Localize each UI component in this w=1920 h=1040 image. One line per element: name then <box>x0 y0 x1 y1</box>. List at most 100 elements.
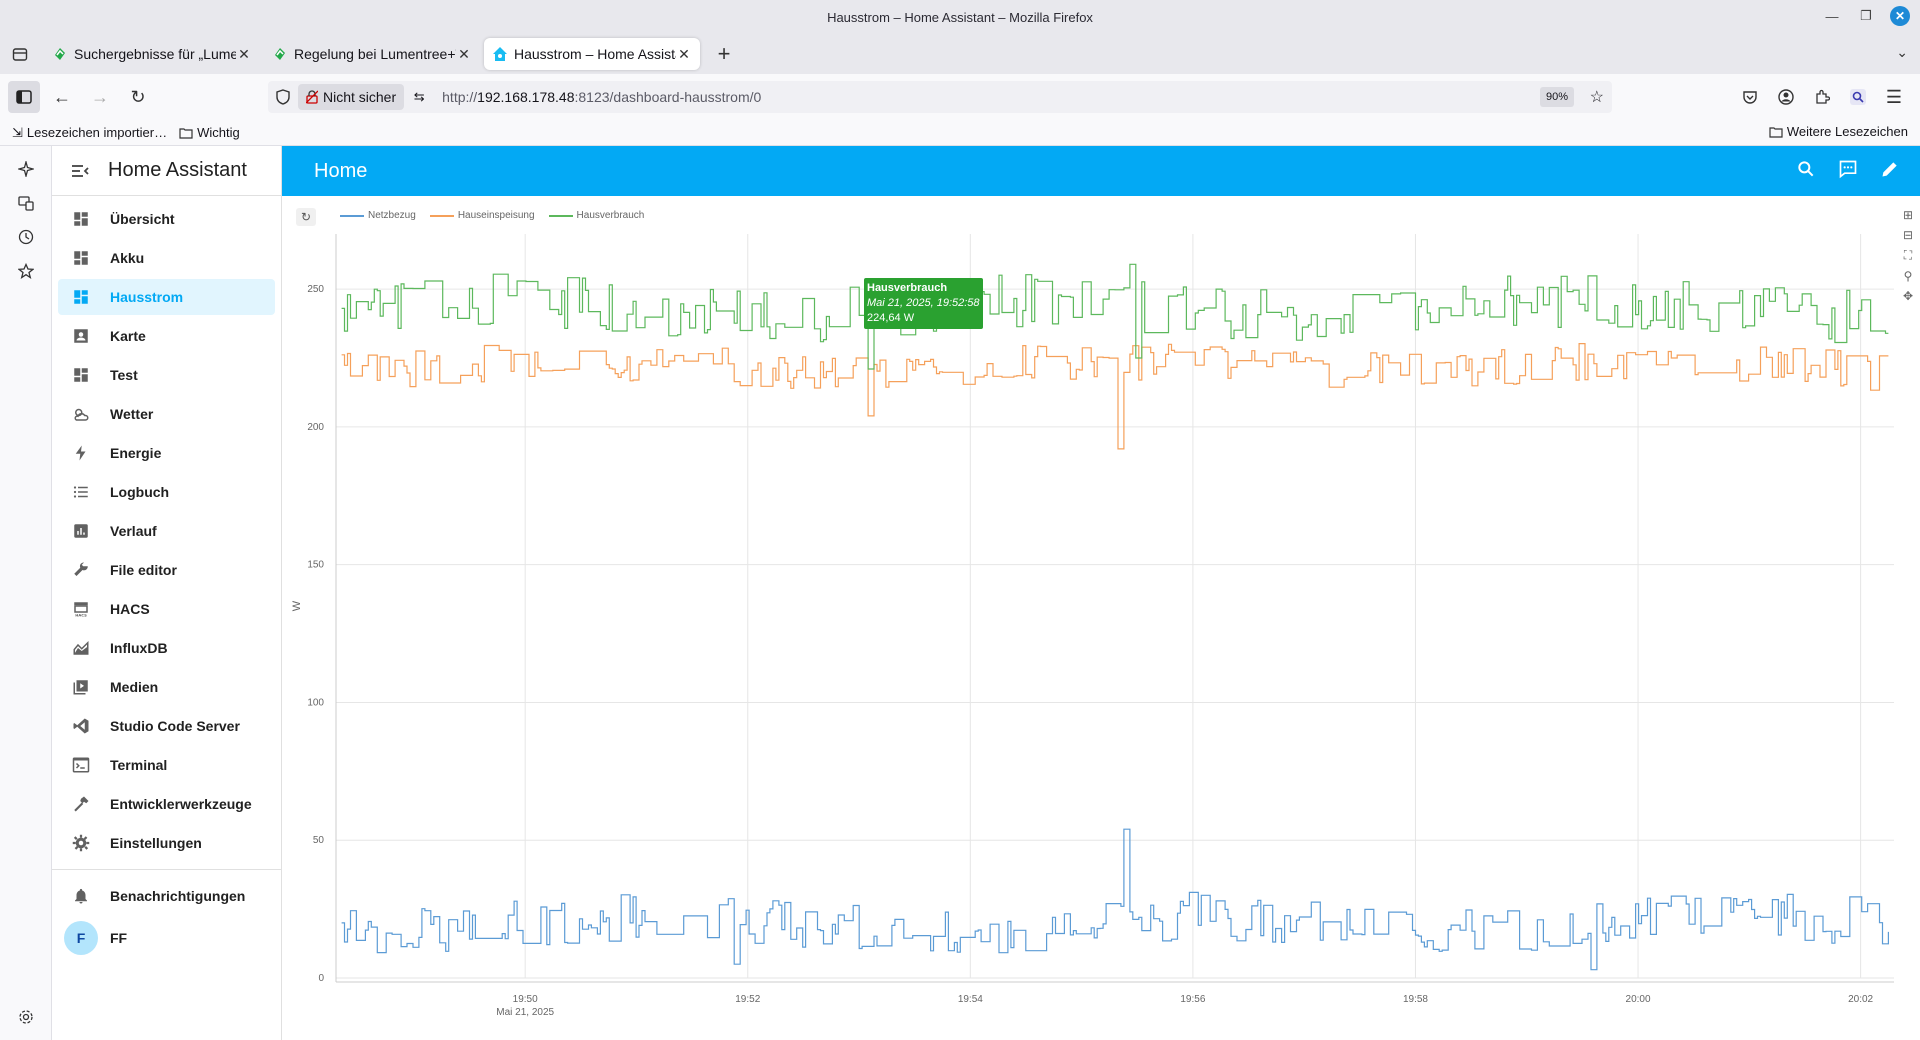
extensions-icon[interactable] <box>1806 81 1838 113</box>
history-icon[interactable] <box>0 220 52 254</box>
notifications-button[interactable]: Benachrichtigungen <box>58 878 275 914</box>
tab-close-icon[interactable]: ✕ <box>238 45 250 62</box>
x-tick-sublabel: Mai 21, 2025 <box>496 1007 554 1018</box>
hamburger-menu-icon[interactable]: ☰ <box>1885 86 1903 107</box>
zoom-in-box-icon[interactable]: ⊞ <box>1902 208 1914 222</box>
sidebar-item-file-editor[interactable]: File editor <box>58 552 275 588</box>
sidebar-item-label: File editor <box>110 562 177 578</box>
ha-sidebar-header: Home Assistant <box>52 146 281 196</box>
search-extension-icon[interactable] <box>1842 81 1874 113</box>
menu-collapse-icon[interactable] <box>52 164 108 178</box>
legend-item-hauseinspeisung[interactable]: Hauseinspeisung <box>429 210 535 221</box>
customize-sidebar-gear-icon[interactable] <box>0 1000 52 1034</box>
url-prefix: http:// <box>442 89 478 105</box>
sidebar-item-studio-code-server[interactable]: Studio Code Server <box>58 708 275 744</box>
edit-pencil-icon[interactable] <box>1880 159 1900 184</box>
y-tick-label: 200 <box>307 422 324 433</box>
legend-item-netzbezug[interactable]: Netzbezug <box>340 210 416 221</box>
chart-tooltip: Hausverbrauch Mai 21, 2025, 19:52:58 224… <box>864 278 983 329</box>
more-bookmarks[interactable]: Weitere Lesezeichen <box>1769 124 1908 139</box>
assist-chat-icon[interactable] <box>1838 159 1858 184</box>
search-icon[interactable] <box>1796 159 1816 184</box>
sidebar-item-label: Logbuch <box>110 484 170 500</box>
permissions-icon[interactable]: ⇆ <box>413 89 425 104</box>
tab-label: Suchergebnisse für „Lumentree <box>74 46 236 62</box>
sidebar-item-einstellungen[interactable]: Einstellungen <box>58 825 275 861</box>
hacs-icon: HACS <box>62 600 100 618</box>
synced-tabs-icon[interactable] <box>0 186 52 220</box>
sidebar-item-akku[interactable]: Akku <box>58 240 275 276</box>
tab-strip: Suchergebnisse für „Lumentree ✕ Regelung… <box>0 34 1920 74</box>
window-titlebar: Hausstrom – Home Assistant – Mozilla Fir… <box>0 0 1920 34</box>
sidebar-item-energie[interactable]: Energie <box>58 435 275 471</box>
bookmark-label: Lesezeichen importier… <box>26 125 168 140</box>
tab-2-active[interactable]: Hausstrom – Home Assistant ✕ <box>484 38 700 70</box>
sidebar-item-influxdb[interactable]: InfluxDB <box>58 630 275 666</box>
close-window-button[interactable]: ✕ <box>1890 6 1910 26</box>
sidebar-item-label: Einstellungen <box>110 835 202 851</box>
sidebar-item-label: Studio Code Server <box>110 718 240 734</box>
more-bookmarks-label: Weitere Lesezeichen <box>1786 124 1908 139</box>
pocket-icon[interactable] <box>1734 81 1766 113</box>
sidebar-item-terminal[interactable]: Terminal <box>58 747 275 783</box>
y-tick-label: 0 <box>318 973 324 984</box>
dashboard-icon <box>62 288 100 306</box>
pan-icon[interactable]: ✥ <box>1902 289 1914 303</box>
bookmarks-star-icon[interactable] <box>0 254 52 288</box>
sidebar-item-wetter[interactable]: Wetter <box>58 396 275 432</box>
forward-icon[interactable]: → <box>91 86 109 107</box>
tab-close-icon[interactable]: ✕ <box>678 45 690 62</box>
sidebar-item-test[interactable]: Test <box>58 357 275 393</box>
sidebar-item-karte[interactable]: Karte <box>58 318 275 354</box>
user-profile-button[interactable]: F FF <box>58 920 275 956</box>
url-bar[interactable]: Nicht sicher ⇆ http://192.168.178.48:812… <box>268 81 1612 113</box>
bookmark-star-icon[interactable]: ☆ <box>1589 89 1604 106</box>
chart-reset-icon[interactable]: ↻ <box>296 208 316 226</box>
tooltip-title: Hausverbrauch <box>867 282 948 294</box>
zoom-fit-icon[interactable]: ⛶ <box>1903 248 1913 262</box>
ha-toolbar: Home <box>282 146 1920 196</box>
ha-nav-list: Übersicht Akku Hausstrom Karte Test Wetter Ene… <box>52 196 281 861</box>
sidebar-item-medien[interactable]: Medien <box>58 669 275 705</box>
zoom-magnify-icon[interactable]: ⚲ <box>1903 269 1913 283</box>
bookmark-import[interactable]: ⇲ Lesezeichen importier… <box>12 125 167 141</box>
legend-item-hausverbrauch[interactable]: Hausverbrauch <box>548 210 644 221</box>
vscode-icon <box>62 717 100 735</box>
series-line-hausverbrauch <box>341 263 1889 370</box>
sidebar-item-entwicklerwerkzeuge[interactable]: Entwicklerwerkzeuge <box>58 786 275 822</box>
sidebar-toggle-icon[interactable] <box>8 81 40 113</box>
account-icon[interactable] <box>1770 81 1802 113</box>
sidebar-item-hausstrom[interactable]: Hausstrom <box>58 279 275 315</box>
sidebar-item-hacs[interactable]: HACS HACS <box>58 591 275 627</box>
restore-button[interactable]: ❐ <box>1860 8 1872 23</box>
hammer-icon <box>62 795 100 813</box>
sidebar-item-label: Entwicklerwerkzeuge <box>110 796 252 812</box>
new-tab-button[interactable]: + <box>717 41 731 66</box>
sidebar-item-label: Wetter <box>110 406 154 422</box>
tooltip-value: 224,64 W <box>867 312 915 324</box>
chart-box-icon <box>62 522 100 540</box>
url-text[interactable]: http://192.168.178.48:8123/dashboard-hau… <box>442 89 761 105</box>
zoom-out-box-icon[interactable]: ⊟ <box>1902 228 1914 242</box>
home-assistant-favicon-icon <box>493 47 507 61</box>
history-chart[interactable]: 0 50 100 150 200 250 19:50 Mai 21, 2025 19:52 19:… <box>282 196 1920 1040</box>
x-tick-label: 19:52 <box>735 994 760 1005</box>
not-secure-badge[interactable]: Nicht sicher <box>298 84 405 110</box>
tab-list-icon[interactable] <box>0 34 40 74</box>
minimize-button[interactable]: — <box>1825 8 1839 24</box>
tab-0[interactable]: Suchergebnisse für „Lumentree ✕ <box>44 38 260 70</box>
shield-icon[interactable] <box>268 89 298 105</box>
back-icon[interactable]: ← <box>53 86 71 107</box>
sidebar-item-label: Terminal <box>110 757 168 773</box>
tab-close-icon[interactable]: ✕ <box>458 45 470 62</box>
sidebar-item-logbuch[interactable]: Logbuch <box>58 474 275 510</box>
sidebar-item-verlauf[interactable]: Verlauf <box>58 513 275 549</box>
sidebar-item-label: Test <box>110 367 138 383</box>
bookmark-folder-wichtig[interactable]: Wichtig <box>179 125 240 140</box>
tab-1[interactable]: Regelung bei Lumentree+Tr ✕ <box>264 38 480 70</box>
zoom-level-badge[interactable]: 90% <box>1539 87 1574 107</box>
ai-chatbot-icon[interactable] <box>0 152 52 186</box>
reload-icon[interactable]: ↻ <box>130 86 146 107</box>
chevron-down-icon[interactable]: ⌄ <box>1896 44 1908 60</box>
sidebar-item-übersicht[interactable]: Übersicht <box>58 201 275 237</box>
